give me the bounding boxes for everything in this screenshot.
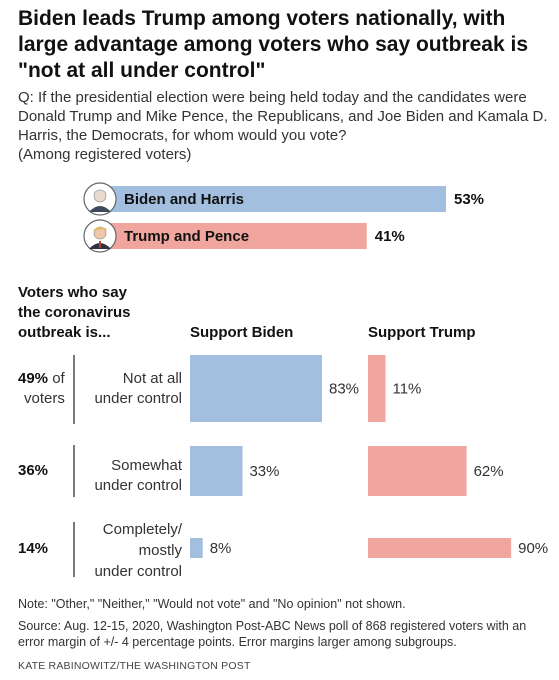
credit-text: KATE RABINOWITZ/THE WASHINGTON POST [18, 660, 251, 672]
row-header-line-3: outbreak is... [18, 324, 111, 341]
subgroup-row: 36% Somewhat under control 33% 62% [18, 445, 504, 497]
row-label-line: Not at all [123, 370, 182, 387]
trump-portrait-icon [83, 219, 117, 253]
biden-support-label: 83% [329, 381, 359, 398]
question-subtext: (Among registered voters) [18, 146, 192, 163]
biden-support-bar [190, 355, 322, 422]
row-label-line: Completely/ [103, 521, 183, 538]
subgroup-row: 49% of voters Not at all under control 83% 11… [18, 355, 421, 424]
row-label-line: under control [94, 477, 182, 494]
subgroup-rows: 49% of voters Not at all under control 83% 11… [18, 355, 548, 580]
chart-title: Biden leads Trump among voters nationall… [18, 7, 528, 82]
row-share-suffix: voters [24, 390, 65, 407]
biden-support-label: 33% [249, 463, 279, 480]
overall-bar-value-1: 41% [375, 228, 405, 245]
biden-support-bar [190, 538, 203, 558]
trump-support-label: 62% [474, 463, 504, 480]
row-header: Voters who say the coronavirus outbreak … [18, 284, 131, 341]
row-label-line: mostly [139, 542, 183, 559]
question-block: Q: If the presidential election were bei… [18, 88, 548, 164]
overall-bar-biden [96, 186, 446, 212]
row-label-line: under control [94, 390, 182, 407]
row-label-line: under control [94, 563, 182, 580]
source-text: Source: Aug. 12-15, 2020, Washington Pos… [18, 619, 527, 649]
trump-support-bar [368, 446, 467, 496]
trump-support-bar [368, 538, 512, 558]
trump-support-label: 11% [392, 381, 421, 398]
row-share: 49% of [18, 370, 66, 387]
note-text: Note: "Other," "Neither," "Would not vot… [18, 597, 406, 611]
biden-portrait-icon [83, 182, 117, 216]
overall-vote-chart: Biden and Harris 53% Trump and Pence 41% [83, 182, 484, 253]
trump-support-label: 90% [518, 540, 548, 557]
overall-bar-label-0: Biden and Harris [124, 191, 244, 208]
biden-support-bar [190, 446, 243, 496]
chart-canvas: Biden and Harris 53% Trump and Pence 41% Vo… [18, 182, 548, 580]
trump-support-bar [368, 355, 386, 422]
column-header-trump: Support Trump [368, 324, 476, 341]
row-label-line: Somewhat [111, 457, 183, 474]
biden-support-label: 8% [210, 540, 232, 557]
row-header-line-1: Voters who say [18, 284, 128, 301]
notes-block: Note: "Other," "Neither," "Would not vot… [18, 596, 548, 656]
subgroup-row: 14% Completely/mostly under control 8% 90% [18, 521, 548, 580]
column-header-biden: Support Biden [190, 324, 293, 341]
row-header-line-2: the coronavirus [18, 304, 131, 321]
overall-bar-label-1: Trump and Pence [124, 228, 249, 245]
row-share: 14% [18, 540, 48, 557]
overall-bar-value-0: 53% [454, 191, 484, 208]
overall-bar-trump [96, 223, 367, 249]
row-share: 36% [18, 462, 48, 479]
question-text: Q: If the presidential election were bei… [18, 89, 548, 144]
